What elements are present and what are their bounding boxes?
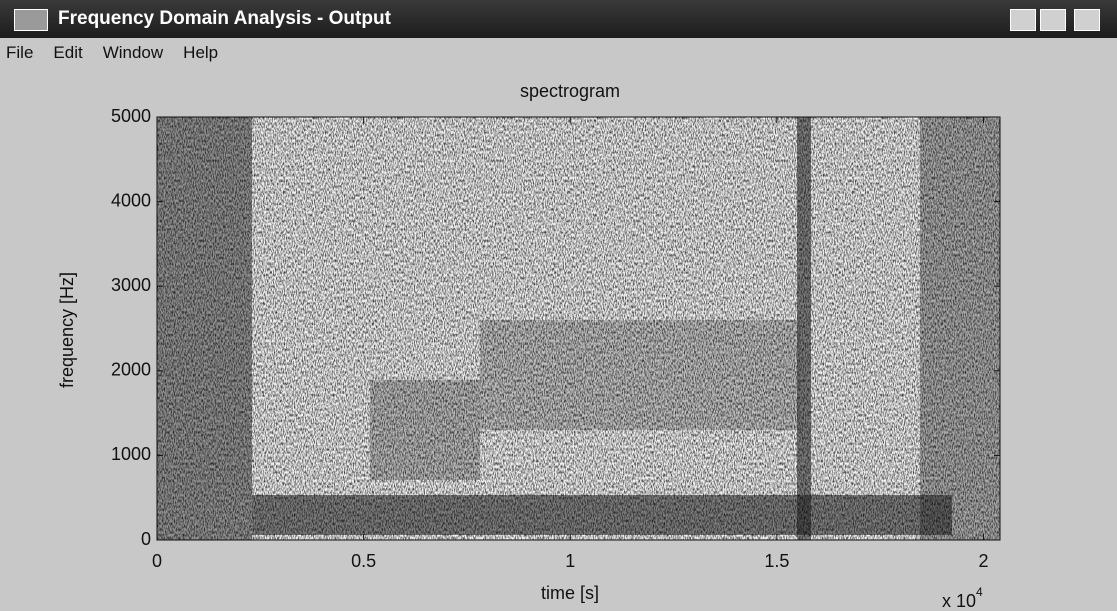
y-tick-label: 1000 (111, 444, 151, 464)
menu-item[interactable]: Edit (53, 43, 83, 62)
x-multiplier-base: x 10 (942, 591, 976, 611)
y-tick-label: 4000 (111, 190, 151, 210)
minimize-button[interactable] (1010, 9, 1036, 31)
spectrogram-image (156, 116, 1001, 541)
title-bar: Frequency Domain Analysis - Output (0, 0, 1117, 38)
x-tick-label: 0 (152, 551, 162, 571)
x-tick-label: 1.5 (764, 551, 789, 571)
x-multiplier-exponent: 4 (976, 585, 983, 599)
y-tick-label: 2000 (111, 360, 151, 380)
maximize-button[interactable] (1040, 9, 1066, 31)
menu-item[interactable]: File (6, 43, 34, 62)
menu-bar: File Edit Window Help (0, 38, 1117, 68)
menu-item[interactable]: Help (183, 43, 219, 62)
y-tick-label: 5000 (111, 106, 151, 126)
close-button[interactable] (1074, 9, 1100, 31)
y-tick-label: 0 (141, 529, 151, 549)
x-axis-label: time [s] (541, 583, 599, 603)
x-multiplier: x 104 (942, 585, 983, 611)
x-tick-label: 1 (565, 551, 575, 571)
plot-title: spectrogram (520, 81, 620, 101)
x-tick-label: 0.5 (351, 551, 376, 571)
window-icon (14, 9, 48, 31)
x-tick-label: 2 (978, 551, 988, 571)
menu-item[interactable]: Window (102, 43, 164, 62)
y-tick-label: 3000 (111, 275, 151, 295)
y-axis-label: frequency [Hz] (57, 272, 77, 388)
window-title: Frequency Domain Analysis - Output (58, 8, 391, 29)
